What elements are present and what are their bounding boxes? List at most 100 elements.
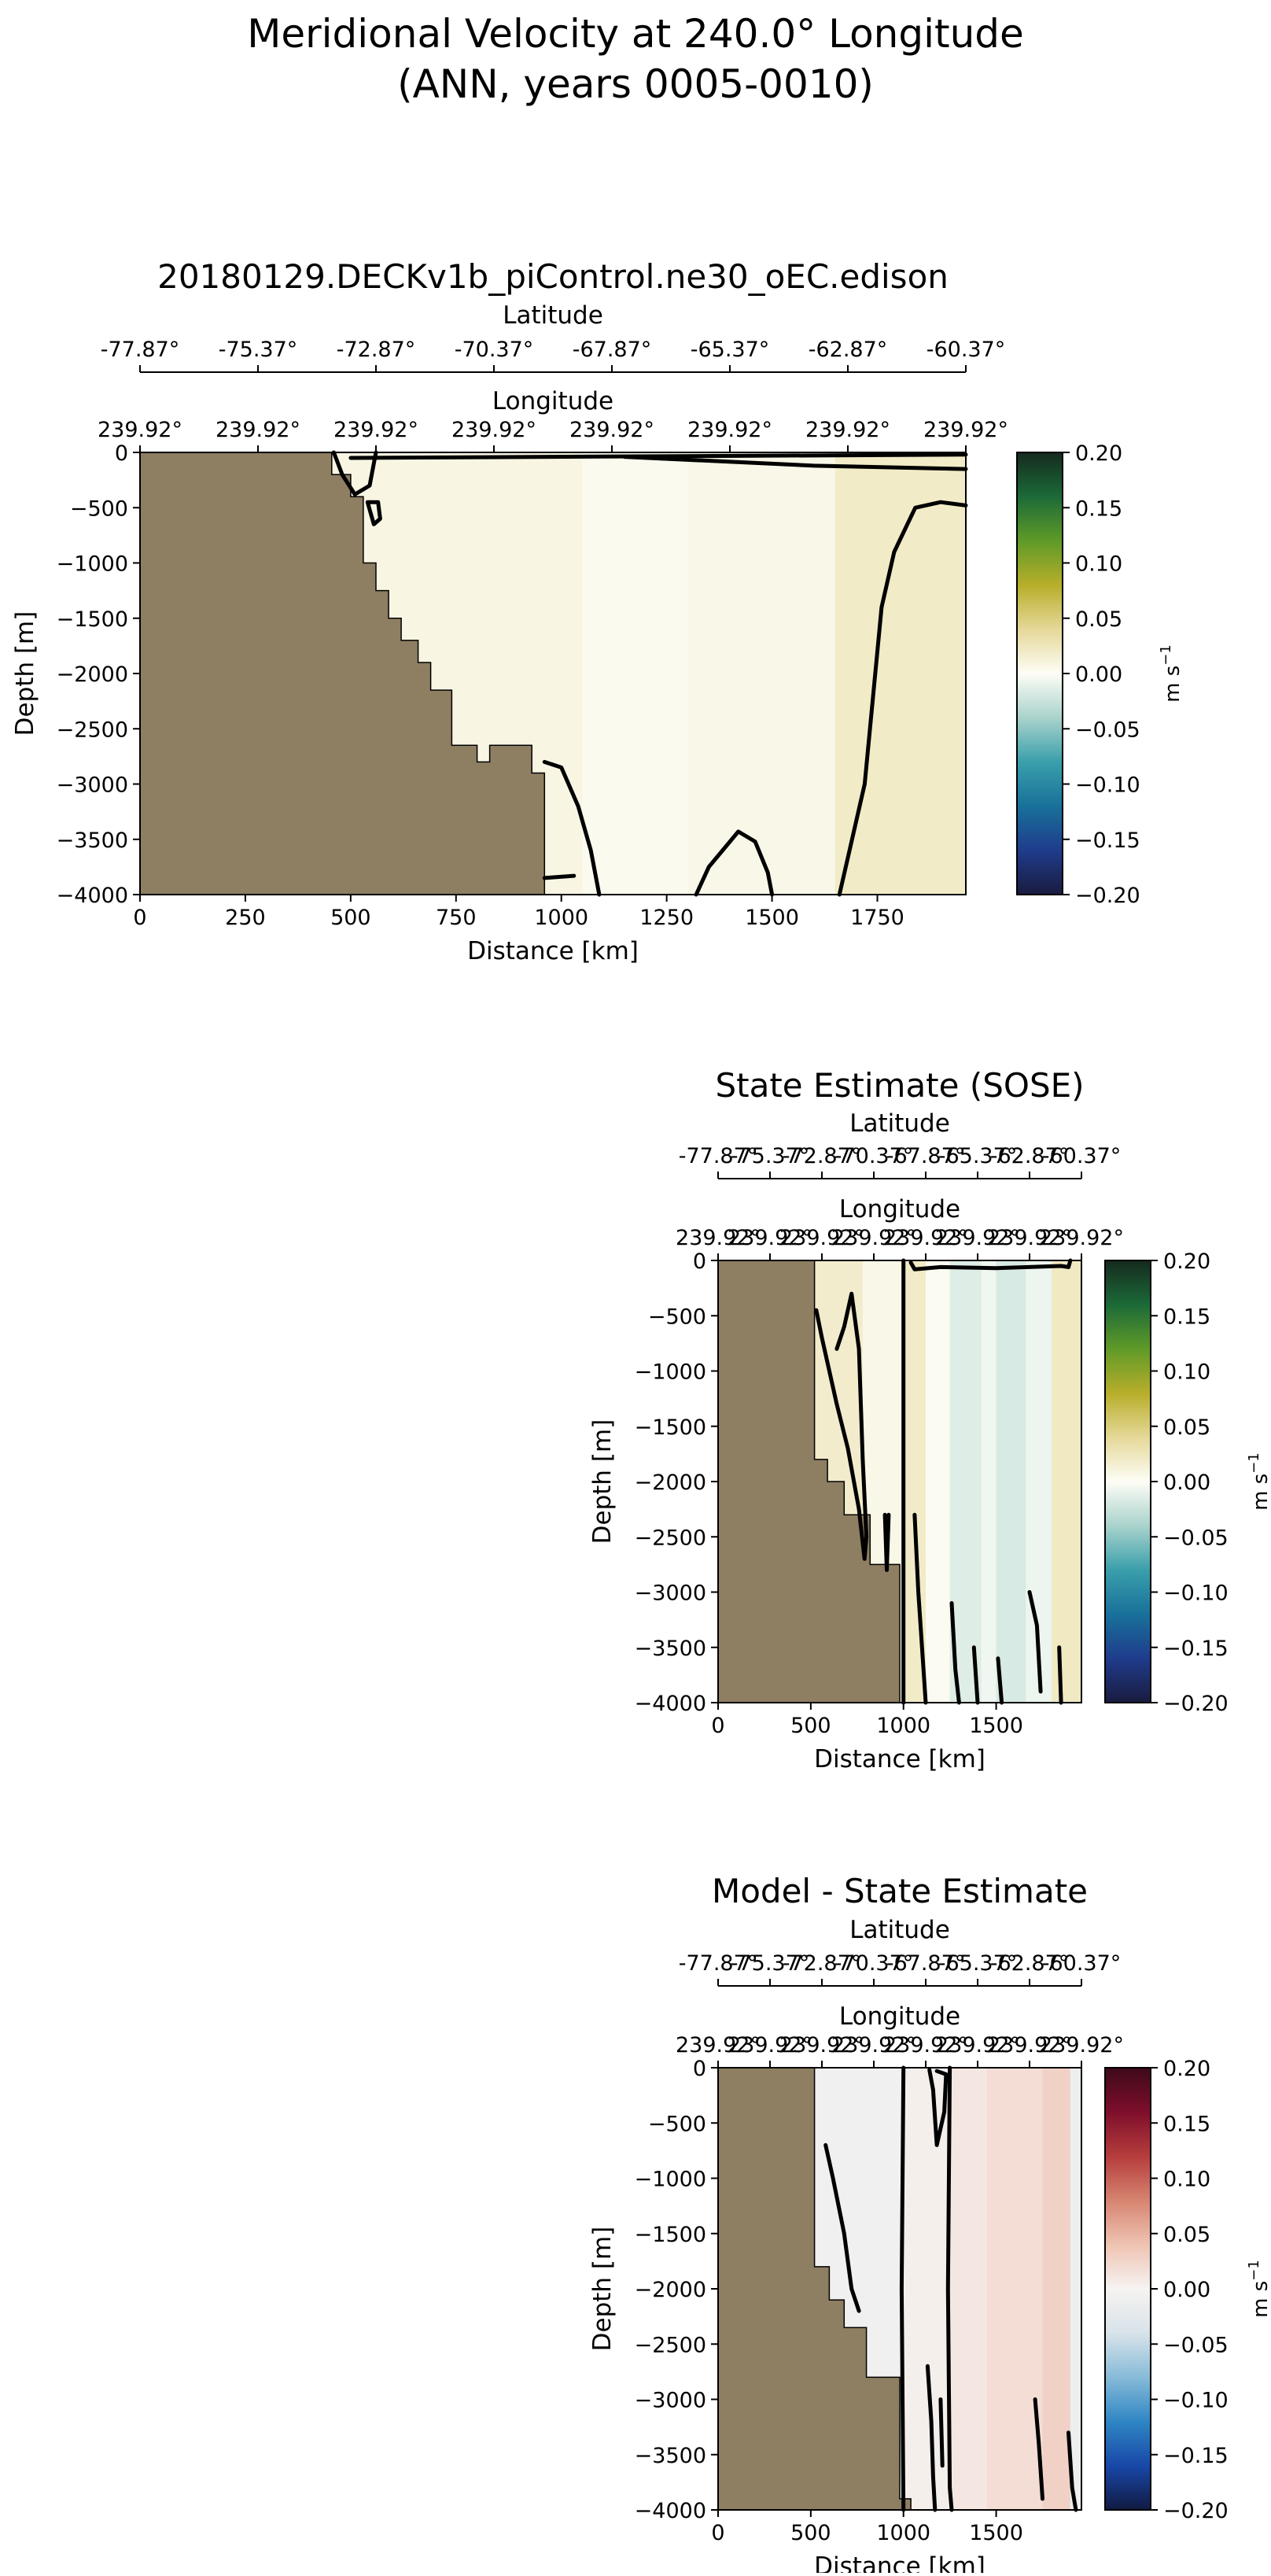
colorbar-tick-label: −0.10 <box>1163 1581 1229 1606</box>
zero-contour <box>1027 1590 1043 1694</box>
colorbar-tick-label: 0.05 <box>1163 2223 1210 2247</box>
zero-contour <box>622 455 968 471</box>
field-band <box>926 1260 950 1703</box>
longitude-tick-label: 239.92° <box>779 1226 864 1250</box>
y-tick-label: −1000 <box>57 552 128 577</box>
colorbar-tick-label: 0.00 <box>1163 1471 1210 1495</box>
colorbar-unit-label: m s−1 <box>1158 644 1184 703</box>
x-tick-label: 1000 <box>876 2521 930 2545</box>
colorbar-unit-label: m s−1 <box>1246 2260 1271 2318</box>
x-tick-label: 1750 <box>850 906 904 930</box>
zero-contour <box>542 873 577 880</box>
panel-difference: Model - State Estimate 0 500 1000 1500 Distan… <box>588 1872 1271 2576</box>
y-tick-label: −2500 <box>635 2333 706 2357</box>
field-band <box>582 452 688 895</box>
y-tick-label: −3500 <box>635 2444 706 2468</box>
longitude-tick-label: 239.92° <box>728 1226 812 1250</box>
colorbar-tick-label: 0.10 <box>1163 1360 1210 1385</box>
colorbar-tick-label: −0.20 <box>1075 884 1140 908</box>
y-tick-label: −1000 <box>635 2168 706 2192</box>
zero-contour <box>542 759 602 897</box>
latitude-tick-label: -62.87° <box>990 1951 1070 1976</box>
x-tick-label: 1000 <box>534 906 588 930</box>
longitude-tick-label: 239.92° <box>923 418 1008 442</box>
latitude-axis-label: Latitude <box>849 1916 950 1944</box>
latitude-tick-label: -62.87° <box>809 338 888 362</box>
longitude-tick-label: 239.92° <box>935 2033 1020 2057</box>
field-band <box>687 452 835 895</box>
y-tick-label: −1500 <box>635 1415 706 1440</box>
longitude-tick-label: 239.92° <box>779 2033 864 2057</box>
latitude-tick-label: -65.37° <box>938 1951 1018 1976</box>
y-tick-label: −500 <box>648 2112 706 2136</box>
field-band <box>1042 2068 1070 2510</box>
panel-title: State Estimate (SOSE) <box>715 1066 1084 1105</box>
zero-contour <box>823 2142 861 2313</box>
zero-contour <box>694 829 775 897</box>
zero-contour <box>331 450 378 496</box>
colorbar-tick-label: 0.00 <box>1163 2278 1210 2302</box>
longitude-tick-label: 239.92° <box>216 418 300 442</box>
zero-contour <box>908 1258 1073 1271</box>
y-tick-label: −1000 <box>635 1360 706 1385</box>
latitude-tick-label: -60.37° <box>1042 1951 1122 1976</box>
latitude-axis-label: Latitude <box>849 1109 950 1138</box>
y-tick-label: −4000 <box>635 1692 706 1716</box>
colorbar-tick-label: −0.15 <box>1075 829 1140 853</box>
panel-title: Model - State Estimate <box>712 1872 1088 1910</box>
colorbar-tick-label: −0.15 <box>1163 2444 1229 2468</box>
colorbar-unit-exponent: −1 <box>1246 2260 1262 2281</box>
longitude-tick-label: 239.92° <box>687 418 772 442</box>
zero-contour <box>938 2397 945 2468</box>
panel-state-estimate: State Estimate (SOSE) 0 500 1000 1500 Distanc… <box>588 1066 1271 1773</box>
colorbar-tick-label: −0.05 <box>1075 718 1140 742</box>
zero-contour <box>837 500 968 897</box>
latitude-tick-label: -77.87° <box>679 1951 758 1976</box>
y-tick-label: 0 <box>693 2057 706 2081</box>
zero-contour <box>912 1512 928 1705</box>
colorbar-tick-label: −0.15 <box>1163 1637 1229 1661</box>
y-tick-label: −2500 <box>57 718 128 742</box>
colorbar-tick-label: 0.10 <box>1075 552 1122 577</box>
latitude-tick-label: -67.87° <box>573 338 652 362</box>
x-tick-label: 1500 <box>969 1714 1023 1738</box>
x-tick-label: 500 <box>790 1714 831 1738</box>
zero-contour <box>1033 2397 1044 2501</box>
colorbar-unit-label: m s−1 <box>1246 1452 1271 1511</box>
y-tick-label: −3000 <box>635 1581 706 1606</box>
x-tick-label: 0 <box>711 2521 724 2545</box>
longitude-tick-label: 239.92° <box>676 2033 761 2057</box>
longitude-tick-label: 239.92° <box>987 2033 1072 2057</box>
zero-contour <box>971 1645 980 1705</box>
colorbar-unit-main: m s <box>1249 2281 1271 2318</box>
zero-contour <box>1067 2430 1078 2512</box>
latitude-tick-label: -60.37° <box>927 338 1006 362</box>
y-tick-label: −4000 <box>57 884 128 908</box>
y-axis-label: Depth [m] <box>588 2227 617 2352</box>
longitude-axis-label: Longitude <box>839 1195 960 1223</box>
field-band <box>996 1260 1026 1703</box>
colorbar-tick-label: −0.05 <box>1163 1526 1229 1550</box>
x-tick-label: 1500 <box>969 2521 1023 2545</box>
latitude-tick-label: -70.37° <box>455 338 534 362</box>
land-mask <box>139 452 546 895</box>
longitude-tick-label: 239.92° <box>451 418 536 442</box>
colorbar-tick-label: 0.05 <box>1163 1415 1210 1440</box>
y-axis-label: Depth [m] <box>588 1419 617 1544</box>
longitude-tick-label: 239.92° <box>1039 1226 1124 1250</box>
latitude-tick-label: -67.87° <box>886 1144 966 1168</box>
y-tick-label: −3500 <box>57 829 128 853</box>
longitude-tick-label: 239.92° <box>883 2033 968 2057</box>
y-tick-label: −500 <box>70 496 128 521</box>
field-band <box>1070 2068 1081 2510</box>
latitude-tick-label: -75.37° <box>731 1951 810 1976</box>
longitude-tick-label: 239.92° <box>728 2033 812 2057</box>
zero-contour <box>945 2065 954 2512</box>
colorbar-tick-label: 0.15 <box>1163 1305 1210 1329</box>
x-tick-label: 250 <box>225 906 266 930</box>
x-tick-label: 1000 <box>876 1714 930 1738</box>
x-tick-label: 1250 <box>639 906 694 930</box>
y-tick-label: −3000 <box>57 773 128 798</box>
